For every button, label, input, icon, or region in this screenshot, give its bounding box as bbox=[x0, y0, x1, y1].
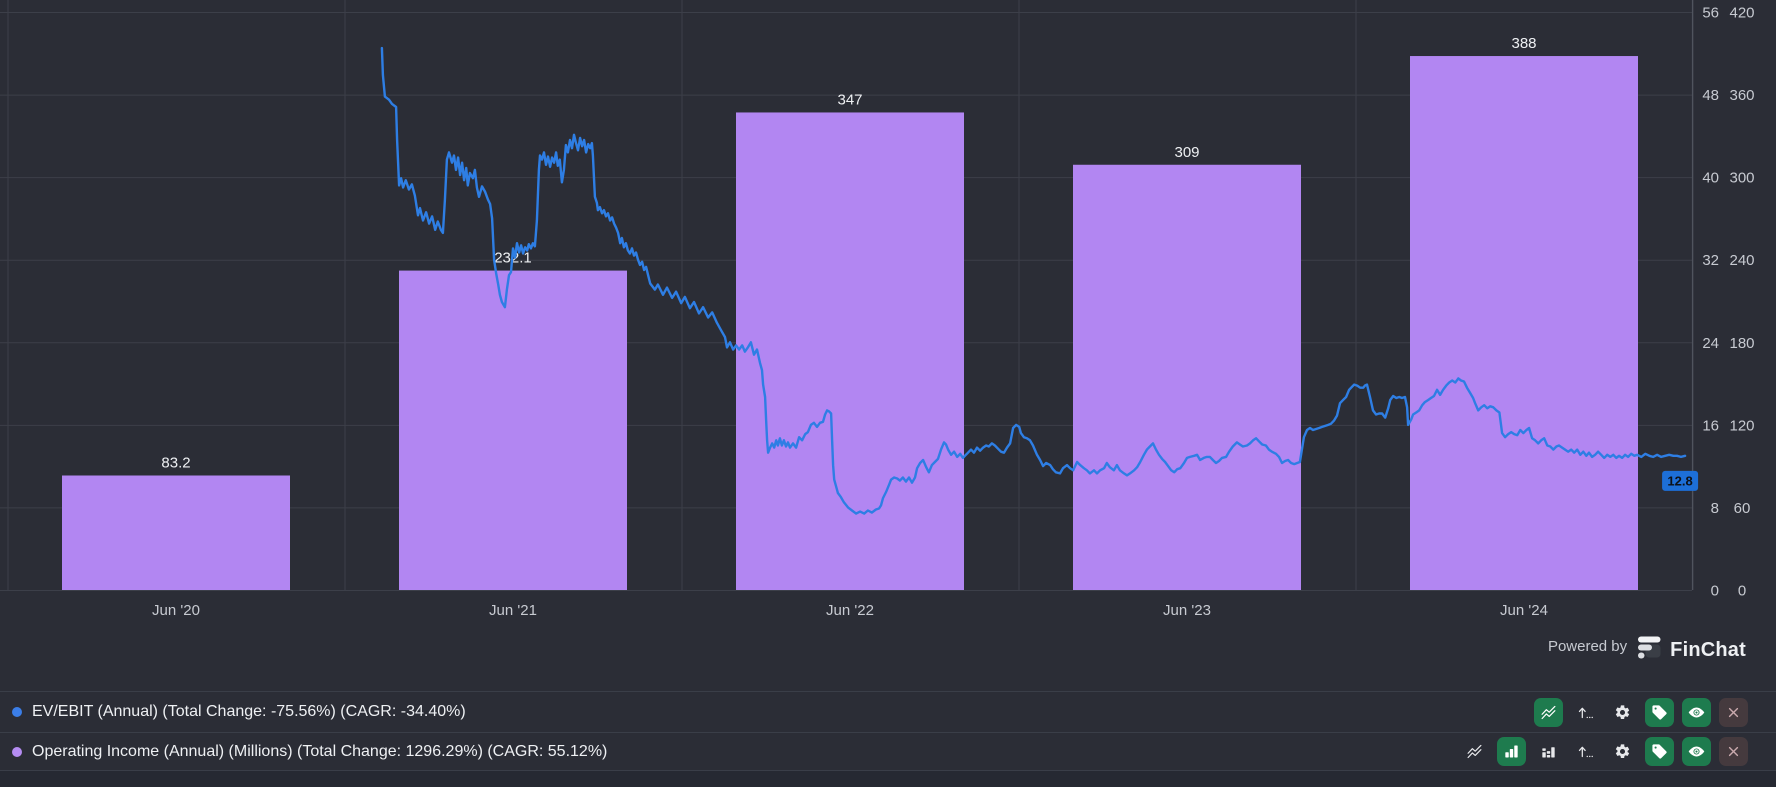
eye-icon bbox=[1688, 746, 1705, 757]
series-dot-operating-income bbox=[12, 746, 22, 757]
tag-button[interactable] bbox=[1645, 697, 1674, 727]
x-tick-label: Jun '20 bbox=[152, 602, 200, 619]
x-tick-label: Jun '23 bbox=[1163, 602, 1211, 619]
last-value-badge bbox=[1662, 470, 1699, 491]
log-scale-icon bbox=[1578, 746, 1593, 758]
x-tick-label: Jun '22 bbox=[826, 602, 874, 619]
legend-row-ev-ebit: EV/EBIT (Annual) (Total Change: -75.56%)… bbox=[0, 691, 1776, 732]
x-tick-label: Jun '21 bbox=[489, 602, 537, 619]
chart-area: 56 420 48 360 40 300 32 240 24 180 16 120 8 60 0 0 83.2 2… bbox=[0, 0, 1776, 622]
close-button[interactable] bbox=[1719, 697, 1748, 727]
y-tick-ev-ebit: 56 bbox=[1702, 5, 1719, 22]
log-scale-icon bbox=[1578, 707, 1593, 718]
powered-by-label: Powered by bbox=[1547, 638, 1628, 655]
y-tick-operating-income: 60 bbox=[1734, 500, 1751, 517]
controls-ev-ebit bbox=[1534, 697, 1748, 727]
operating-income-bar[interactable] bbox=[399, 270, 627, 590]
bar-chart-button[interactable] bbox=[1497, 737, 1526, 766]
close-icon bbox=[1728, 707, 1739, 717]
operating-income-bar[interactable] bbox=[1073, 164, 1301, 590]
finchat-logo-text: FinChat bbox=[1670, 638, 1746, 661]
tag-icon bbox=[1652, 704, 1667, 720]
last-value-badge-text: 12.8 bbox=[1667, 473, 1692, 488]
eye-button[interactable] bbox=[1682, 737, 1711, 766]
legend-row-operating-income: Operating Income (Annual) (Millions) (To… bbox=[0, 732, 1776, 770]
trend-line-button[interactable] bbox=[1534, 697, 1563, 727]
ev-ebit-line[interactable] bbox=[380, 46, 1687, 515]
operating-income-bar[interactable] bbox=[62, 475, 290, 590]
finchat-logo-icon bbox=[1637, 634, 1663, 665]
stacked-bar-chart-icon bbox=[1542, 747, 1555, 758]
y-tick-ev-ebit: 40 bbox=[1702, 170, 1719, 187]
series-dot-ev-ebit bbox=[12, 707, 22, 717]
close-button[interactable] bbox=[1719, 737, 1748, 766]
stacked-bar-chart-button[interactable] bbox=[1534, 737, 1563, 766]
x-tick-label: Jun '24 bbox=[1500, 602, 1548, 619]
log-scale-button[interactable] bbox=[1571, 737, 1600, 766]
trend-line-button[interactable] bbox=[1460, 737, 1489, 766]
bar-value-label: 347 bbox=[837, 91, 862, 108]
bar-value-label: 388 bbox=[1511, 35, 1536, 52]
bottom-strip bbox=[0, 770, 1776, 787]
legend-label-operating-income: Operating Income (Annual) (Millions) (To… bbox=[32, 742, 608, 760]
log-scale-button[interactable] bbox=[1571, 698, 1600, 727]
y-tick-operating-income: 300 bbox=[1729, 170, 1754, 187]
y-tick-operating-income: 180 bbox=[1729, 335, 1754, 352]
bar-chart-icon bbox=[1505, 745, 1518, 758]
legend-label-ev-ebit: EV/EBIT (Annual) (Total Change: -75.56%)… bbox=[32, 703, 466, 720]
y-tick-ev-ebit: 16 bbox=[1702, 417, 1719, 434]
y-tick-operating-income: 240 bbox=[1729, 252, 1754, 269]
bar-value-label: 83.2 bbox=[161, 455, 190, 472]
trend-line-icon bbox=[1541, 705, 1556, 719]
y-tick-operating-income: 120 bbox=[1729, 417, 1754, 434]
y-tick-ev-ebit: 24 bbox=[1702, 335, 1719, 352]
y-tick-operating-income: 360 bbox=[1729, 87, 1754, 104]
powered-by-row: Powered by FinChat bbox=[0, 622, 1776, 691]
y-tick-operating-income: 420 bbox=[1729, 5, 1754, 22]
tag-button[interactable] bbox=[1645, 737, 1674, 766]
close-icon bbox=[1728, 746, 1739, 757]
y-tick-ev-ebit: 0 bbox=[1711, 583, 1719, 600]
settings-gear-icon bbox=[1615, 704, 1630, 719]
finchat-brand: FinChat bbox=[1637, 634, 1746, 665]
tag-icon bbox=[1652, 744, 1667, 759]
settings-gear-icon bbox=[1615, 744, 1630, 758]
y-tick-ev-ebit: 48 bbox=[1702, 87, 1719, 104]
eye-button[interactable] bbox=[1682, 697, 1711, 727]
operating-income-bar[interactable] bbox=[736, 112, 964, 590]
trend-line-icon bbox=[1467, 744, 1482, 759]
eye-icon bbox=[1688, 707, 1705, 717]
bar-value-label: 309 bbox=[1174, 144, 1199, 161]
settings-gear-button[interactable] bbox=[1608, 698, 1637, 727]
y-tick-ev-ebit: 8 bbox=[1711, 500, 1719, 517]
y-tick-operating-income: 0 bbox=[1738, 583, 1746, 600]
settings-gear-button[interactable] bbox=[1608, 737, 1637, 766]
controls-operating-income bbox=[1460, 737, 1748, 766]
y-tick-ev-ebit: 32 bbox=[1702, 252, 1719, 269]
operating-income-bar[interactable] bbox=[1410, 56, 1638, 591]
